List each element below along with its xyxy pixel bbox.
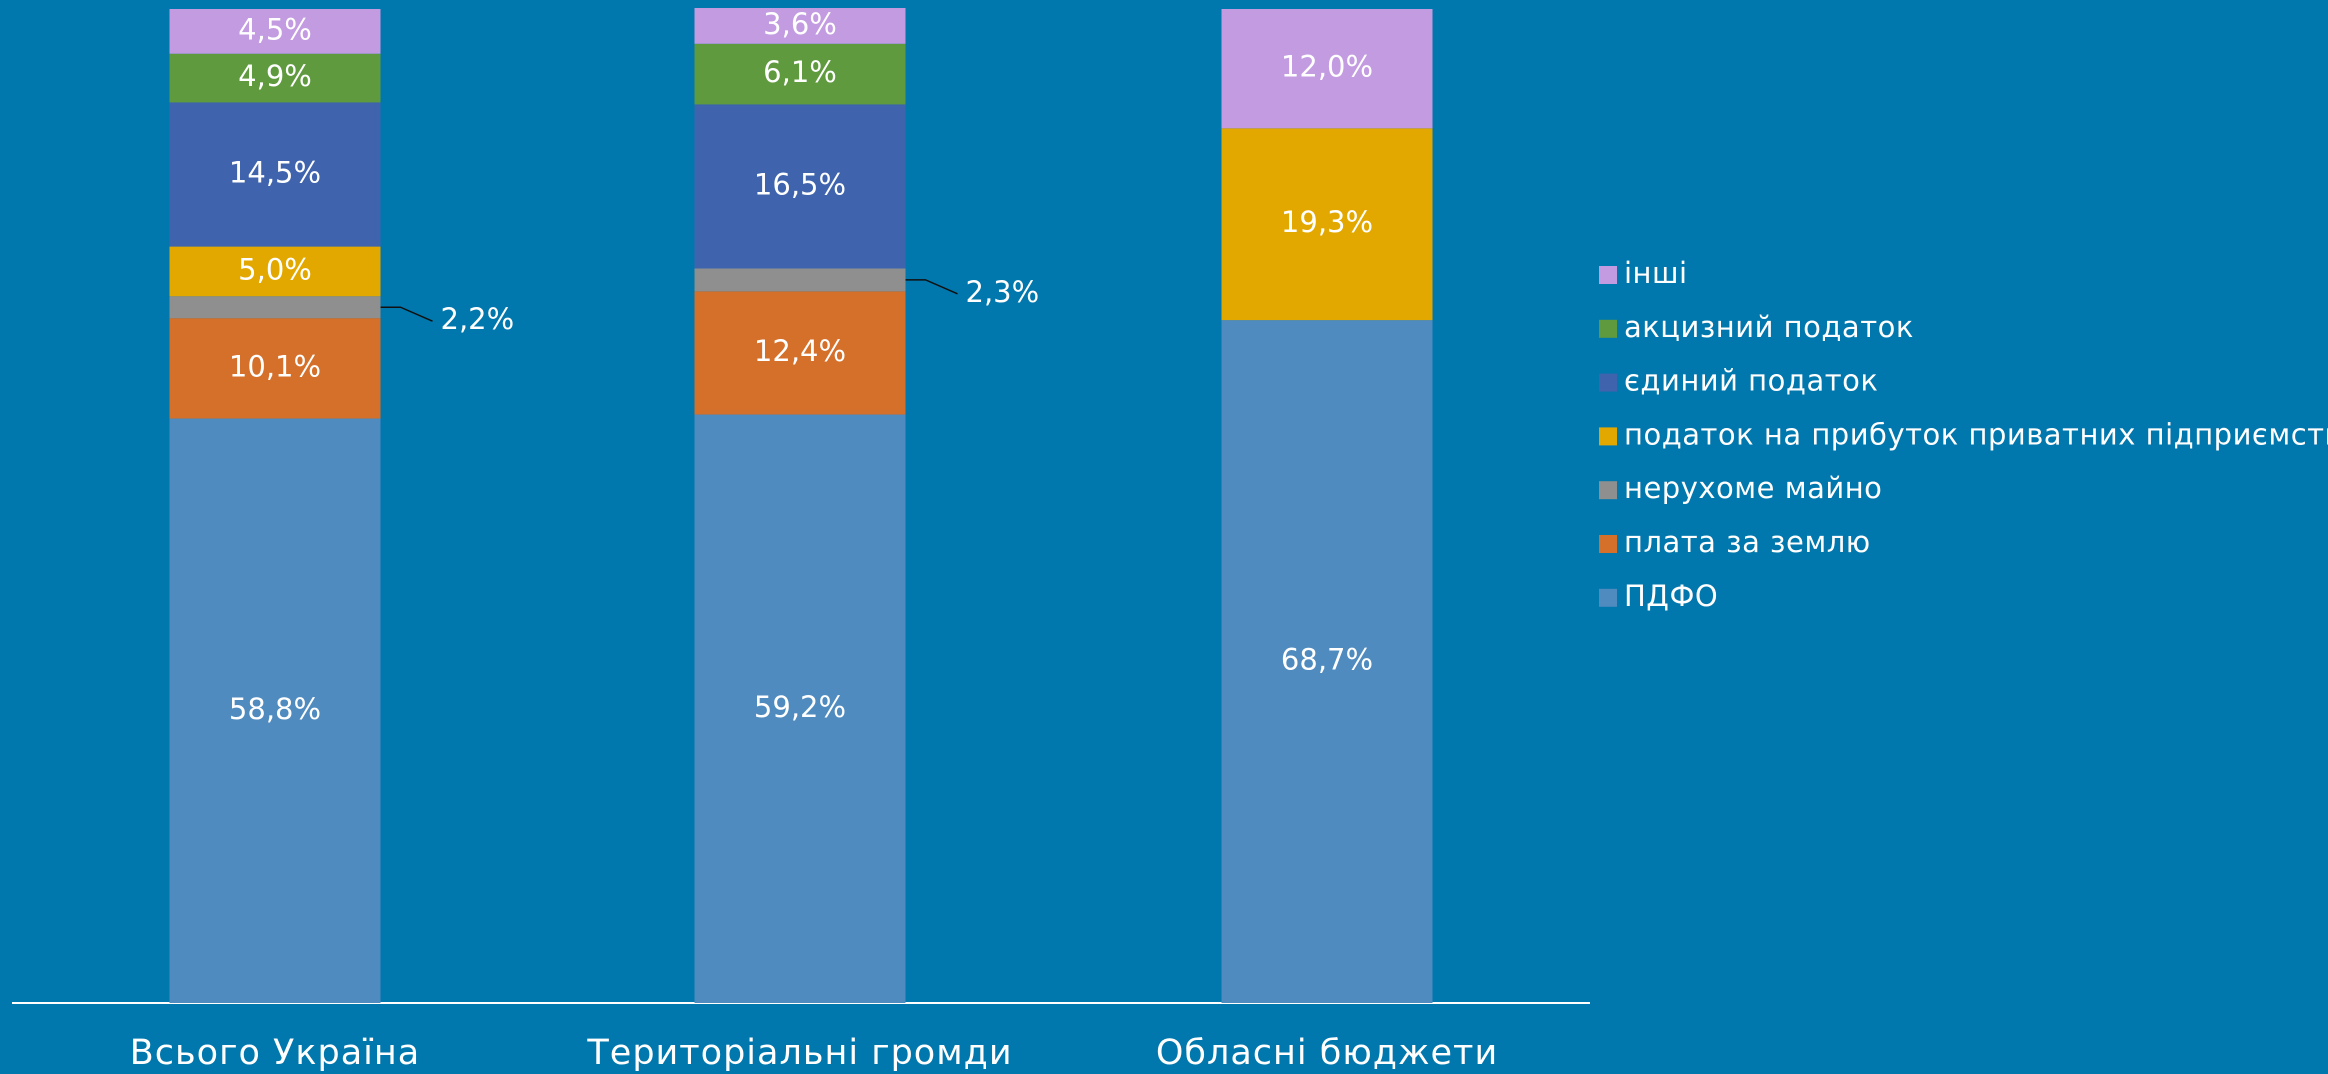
legend-label: інші <box>1624 256 1688 290</box>
value-label: 59,2% <box>754 690 846 724</box>
bar-segment <box>694 8 906 44</box>
value-label: 3,6% <box>763 7 837 41</box>
leader-line <box>905 279 958 295</box>
value-label: 4,9% <box>238 59 312 93</box>
bar-segment <box>169 296 381 319</box>
bar-segment <box>169 318 381 419</box>
bar-segment <box>694 104 906 269</box>
legend-swatch <box>1599 373 1617 392</box>
legend-label: акцизний податок <box>1624 310 1914 344</box>
legend-swatch <box>1599 319 1617 338</box>
value-label: 2,2% <box>441 302 515 336</box>
value-label: 5,0% <box>238 252 312 286</box>
legend-label: податок на прибуток приватних підприємст… <box>1624 417 2328 451</box>
legend-label: єдиний податок <box>1624 364 1878 398</box>
bar-segment <box>694 291 906 415</box>
bar-segment <box>694 414 906 1003</box>
value-label: 2,3% <box>966 275 1040 309</box>
value-label: 58,8% <box>229 692 321 726</box>
bar-segment <box>169 246 381 297</box>
bar-segment <box>169 418 381 1003</box>
bar-segment <box>694 268 906 292</box>
legend-label: нерухоме майно <box>1624 471 1882 505</box>
legend-swatch <box>1599 266 1617 284</box>
value-label: 12,4% <box>754 334 846 368</box>
bar-segment <box>1221 320 1433 1003</box>
value-label: 16,5% <box>754 167 846 201</box>
x-tick-label: Всього Україна <box>130 1033 420 1073</box>
value-label: 12,0% <box>1281 50 1373 84</box>
bar-segment <box>169 53 381 103</box>
legend-label: плата за землю <box>1624 525 1871 559</box>
bar-segment <box>169 102 381 247</box>
legend-swatch <box>1599 535 1617 553</box>
bar-segment <box>169 9 381 54</box>
bar-segment <box>694 43 906 105</box>
value-label: 4,5% <box>238 12 312 46</box>
legend-swatch <box>1599 588 1617 607</box>
legend-swatch <box>1599 481 1617 500</box>
value-label: 10,1% <box>229 349 321 383</box>
value-label: 14,5% <box>229 156 321 190</box>
x-tick-label: Територіальні громди <box>586 1033 1012 1073</box>
bar-segment <box>1221 9 1433 129</box>
legend-label: ПДФО <box>1624 579 1718 613</box>
value-label: 68,7% <box>1281 643 1373 677</box>
value-label: 19,3% <box>1281 205 1373 239</box>
x-tick-label: Обласні бюджети <box>1156 1033 1498 1073</box>
legend-swatch <box>1599 427 1617 446</box>
leader-line <box>380 306 433 322</box>
value-label: 6,1% <box>763 55 837 89</box>
bar-segment <box>1221 128 1433 321</box>
